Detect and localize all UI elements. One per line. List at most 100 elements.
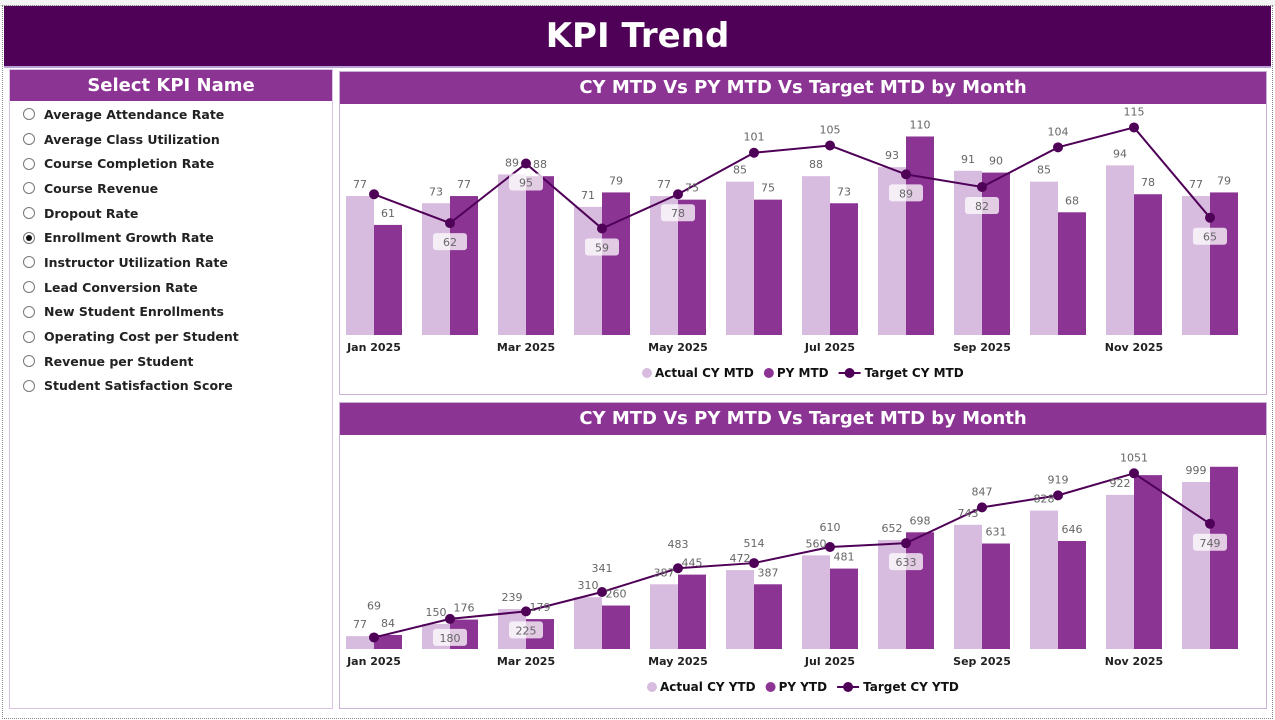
actual-data-label: 560 (806, 537, 827, 550)
py-data-label: 84 (381, 617, 395, 630)
actual-data-label: 93 (885, 149, 899, 162)
target-data-label: 65 (1203, 231, 1217, 244)
kpi-option-label: New Student Enrollments (44, 304, 224, 320)
py-bar (982, 172, 1010, 335)
ytd-chart: Jan 2025 Mar 2025 May 2025 Jul 2025 Sep 2025… (346, 451, 1238, 694)
py-data-label: 75 (761, 182, 775, 195)
py-data-label: 61 (381, 207, 395, 220)
py-data-label: 176 (454, 602, 475, 615)
actual-data-label: 88 (809, 158, 823, 171)
py-bar (526, 176, 554, 335)
target-data-label-group: 341 (592, 562, 613, 575)
legend-target-label: Target CY YTD (863, 680, 959, 694)
py-bar (1134, 475, 1162, 649)
py-data-label: 79 (609, 174, 623, 187)
radio-button-icon[interactable] (23, 256, 35, 269)
target-point (1053, 142, 1063, 153)
target-data-label-group: 78 (661, 204, 695, 222)
kpi-option[interactable]: Average Class Utilization (10, 127, 332, 152)
actual-bar (1182, 481, 1210, 649)
target-data-label: 59 (595, 242, 609, 255)
py-bar (1210, 466, 1238, 649)
radio-button-icon[interactable] (23, 281, 35, 294)
kpi-option[interactable]: Course Revenue (10, 176, 332, 201)
py-bar (678, 199, 706, 335)
actual-data-label: 73 (429, 185, 443, 198)
radio-button-icon[interactable] (23, 231, 35, 244)
radio-button-icon[interactable] (23, 182, 35, 195)
kpi-option[interactable]: Average Attendance Rate (10, 102, 332, 127)
x-tick-label: Nov 2025 (1105, 341, 1163, 354)
radio-button-icon[interactable] (23, 330, 35, 343)
x-tick-label: Jan 2025 (346, 655, 401, 668)
kpi-option[interactable]: Dropout Rate (10, 201, 332, 226)
target-point (369, 632, 379, 643)
radio-button-icon[interactable] (23, 207, 35, 220)
actual-data-label: 77 (657, 178, 671, 191)
py-data-label: 73 (837, 185, 851, 198)
target-point (977, 502, 987, 513)
data-labels: 77 61 73 77 89 88 71 79 77 75 85 75 88 73 93 110 91 90 85 6… (353, 105, 1231, 256)
target-data-label: 95 (519, 177, 533, 190)
actual-data-label: 77 (353, 178, 367, 191)
kpi-option[interactable]: Revenue per Student (10, 349, 332, 374)
kpi-option[interactable]: New Student Enrollments (10, 300, 332, 325)
target-data-label: 919 (1048, 473, 1069, 486)
target-data-label: 105 (820, 124, 841, 137)
legend: Actual CY YTD PY YTD Target CY YTD (647, 680, 959, 694)
actual-data-label: 150 (426, 606, 447, 619)
target-data-label: 180 (440, 632, 461, 645)
actual-data-label: 652 (882, 522, 903, 535)
target-data-label: 341 (592, 562, 613, 575)
py-bar (754, 199, 782, 335)
actual-data-label: 89 (505, 156, 519, 169)
legend-py-label: PY YTD (779, 680, 828, 694)
py-data-label: 88 (533, 158, 547, 171)
kpi-option-label: Course Completion Rate (44, 156, 215, 172)
target-point (901, 538, 911, 549)
target-line (373, 472, 1211, 639)
py-data-label: 75 (685, 182, 699, 195)
py-data-label: 110 (910, 118, 931, 131)
target-data-label: 101 (744, 131, 765, 144)
py-bar (906, 136, 934, 335)
kpi-option[interactable]: Course Completion Rate (10, 151, 332, 176)
x-tick-label: Jan 2025 (346, 341, 401, 354)
target-point (1053, 490, 1063, 501)
kpi-option-label: Operating Cost per Student (44, 329, 239, 345)
kpi-option[interactable]: Student Satisfaction Score (10, 374, 332, 399)
kpi-option[interactable]: Operating Cost per Student (10, 324, 332, 349)
legend-target-label: Target CY MTD (865, 366, 964, 380)
target-point (977, 182, 987, 193)
actual-bar (498, 174, 526, 335)
radio-button-icon[interactable] (23, 133, 35, 146)
py-bar (830, 203, 858, 335)
radio-button-icon[interactable] (23, 305, 35, 318)
target-data-label-group: 633 (889, 553, 923, 571)
radio-button-icon[interactable] (23, 157, 35, 170)
target-data-label: 749 (1200, 537, 1221, 550)
kpi-option[interactable]: Lead Conversion Rate (10, 275, 332, 300)
radio-button-icon[interactable] (23, 355, 35, 368)
kpi-option-label: Average Attendance Rate (44, 106, 225, 122)
legend-py-label: PY MTD (777, 366, 829, 380)
target-data-label-group: 89 (889, 184, 923, 202)
x-tick-label: Jul 2025 (804, 655, 855, 668)
actual-bar (802, 555, 830, 649)
target-data-label-group: 69 (367, 599, 381, 612)
kpi-option[interactable]: Instructor Utilization Rate (10, 250, 332, 275)
target-label-box (889, 184, 923, 202)
legend-actual-icon (647, 682, 657, 692)
radio-button-icon[interactable] (23, 108, 35, 121)
kpi-option-label: Dropout Rate (44, 205, 139, 221)
kpi-option[interactable]: Enrollment Growth Rate (10, 225, 332, 250)
kpi-option-label: Enrollment Growth Rate (44, 230, 214, 246)
target-label-box (509, 621, 543, 639)
target-data-label: 89 (899, 187, 913, 200)
kpi-option-list: Average Attendance Rate Average Class Uti… (10, 101, 332, 398)
radio-button-icon[interactable] (23, 379, 35, 392)
kpi-option-label: Average Class Utilization (44, 131, 220, 147)
target-label-box (509, 173, 543, 191)
target-data-label: 104 (1048, 125, 1069, 138)
page-title: KPI Trend (4, 6, 1271, 68)
